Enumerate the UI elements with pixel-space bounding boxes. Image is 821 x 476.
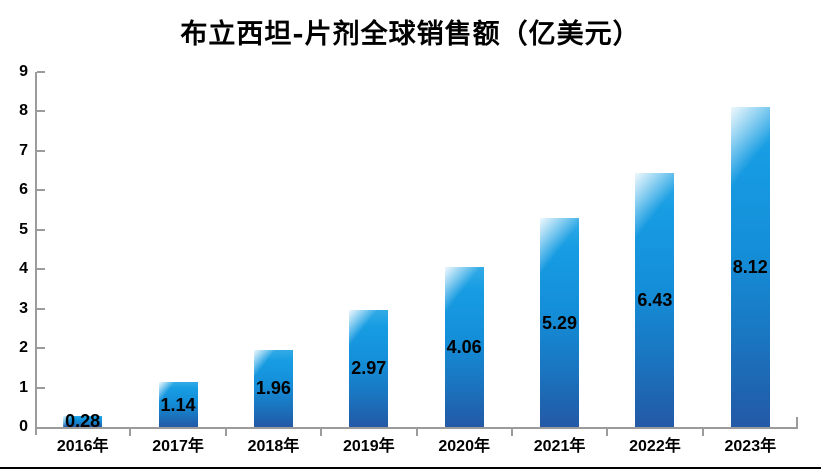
x-axis-tick — [606, 428, 609, 436]
x-axis-end-tick — [796, 417, 798, 427]
bar-2016年: 0.28 — [63, 412, 103, 430]
y-axis-tick — [37, 189, 45, 192]
chart-title: 布立西坦-片剂全球销售额（亿美元） — [180, 19, 641, 50]
y-axis-tick — [37, 71, 45, 73]
x-axis-category-label: 2018年 — [247, 438, 300, 455]
bar-value-label: 6.43 — [637, 290, 673, 311]
x-axis-tick — [510, 428, 513, 436]
y-axis-tick — [37, 110, 45, 113]
x-axis-tick — [224, 428, 227, 436]
y-axis-tick-label: 3 — [19, 299, 28, 317]
y-axis-tick-label: 1 — [19, 378, 28, 396]
x-axis-category-label: 2016年 — [56, 438, 109, 455]
y-axis-tick-label: 6 — [19, 181, 28, 199]
bar-2018年: 1.96 — [253, 349, 293, 428]
bar-value-label: 1.96 — [255, 378, 291, 399]
plot-area: 0.28 1.14 1.96 2.97 4.06 5.29 6.43 8.12 — [35, 71, 798, 436]
x-axis-category-label: 2021年 — [533, 438, 586, 455]
y-axis-tick-label: 9 — [19, 63, 28, 80]
y-axis-tick-label: 2 — [19, 339, 28, 357]
bar-2020年: 4.06 — [444, 266, 484, 428]
bar-value-label: 4.06 — [446, 336, 482, 357]
y-axis-tick-label: 4 — [19, 260, 28, 278]
x-axis-tick — [129, 428, 132, 436]
bar-2021年: 5.29 — [540, 218, 580, 427]
x-axis-category-label: 2017年 — [152, 438, 204, 455]
bar-value-label: 2.97 — [351, 358, 387, 379]
x-axis-tick — [415, 428, 418, 436]
y-axis-tick — [37, 149, 45, 152]
x-axis-tick — [701, 428, 704, 436]
y-axis-tick-label: 0 — [19, 418, 28, 435]
y-axis-tick — [37, 268, 45, 271]
bar-2022年: 6.43 — [635, 173, 675, 427]
x-axis-category-label: 2022年 — [629, 438, 681, 455]
y-axis-tick-label: 8 — [19, 102, 28, 120]
y-axis-tick — [37, 307, 45, 310]
x-axis-category-label: 2019年 — [343, 438, 395, 455]
x-axis-category-label: 2023年 — [724, 438, 777, 455]
bar-2023年: 8.12 — [730, 106, 770, 428]
bottom-border-rule — [0, 467, 821, 469]
bar-value-label: 1.14 — [160, 394, 196, 415]
y-axis-line — [35, 72, 37, 435]
y-axis-tick — [37, 347, 45, 350]
y-axis-tick-label: 5 — [19, 220, 28, 238]
x-axis-tick — [320, 428, 323, 436]
bar-2019年: 2.97 — [349, 309, 389, 428]
x-axis-category-label: 2020年 — [438, 438, 490, 455]
y-axis-tick — [37, 228, 45, 231]
bar-2017年: 1.14 — [158, 382, 198, 427]
y-axis-tick — [37, 386, 45, 389]
bar-value-label: 0.28 — [65, 411, 101, 432]
bar-value-label: 8.12 — [732, 256, 768, 277]
bar-value-label: 5.29 — [542, 312, 578, 333]
y-axis-tick-label: 7 — [19, 141, 28, 159]
